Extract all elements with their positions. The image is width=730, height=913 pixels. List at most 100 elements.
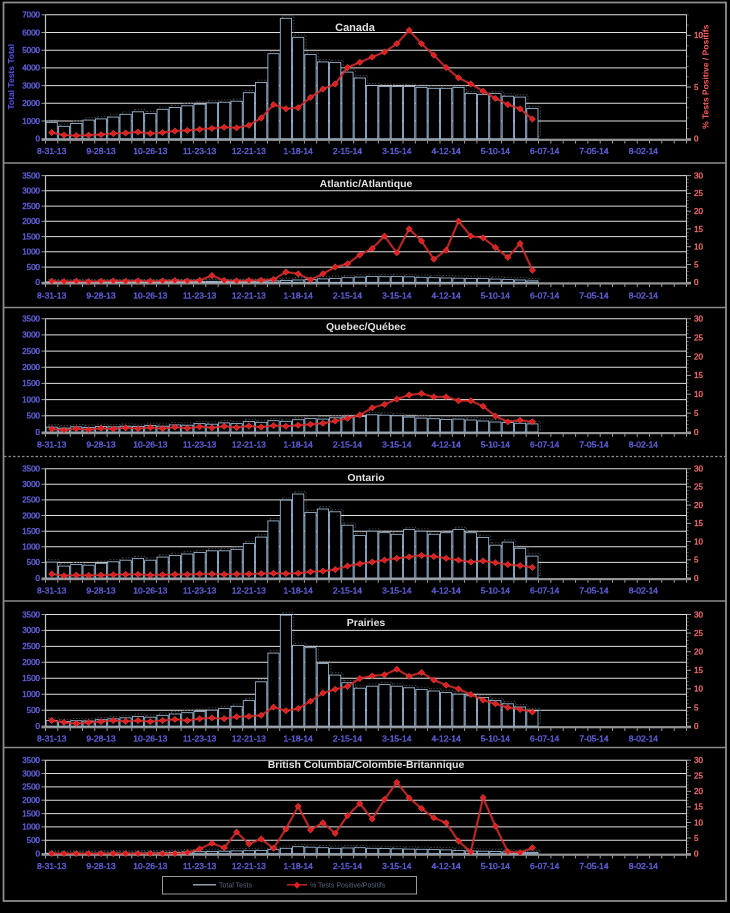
svg-text:% Tests Positive / Positifs: % Tests Positive / Positifs [701, 24, 711, 129]
svg-text:8-31-13: 8-31-13 [37, 439, 67, 449]
svg-text:3-15-14: 3-15-14 [382, 861, 412, 871]
svg-text:30: 30 [694, 610, 703, 619]
svg-text:3500: 3500 [22, 756, 40, 765]
svg-text:1000: 1000 [22, 690, 40, 699]
svg-text:3000: 3000 [22, 187, 40, 196]
svg-text:15: 15 [694, 519, 703, 528]
svg-text:1500: 1500 [22, 527, 40, 536]
svg-text:25: 25 [694, 772, 703, 781]
svg-text:1-18-14: 1-18-14 [284, 290, 314, 300]
svg-text:500: 500 [27, 558, 41, 567]
svg-text:3000: 3000 [22, 480, 40, 489]
svg-text:4-12-14: 4-12-14 [431, 146, 461, 156]
svg-text:0: 0 [36, 722, 41, 731]
svg-text:12-21-13: 12-21-13 [232, 861, 266, 871]
svg-text:2-15-14: 2-15-14 [333, 146, 363, 156]
svg-text:4-12-14: 4-12-14 [431, 585, 461, 595]
svg-text:8-31-13: 8-31-13 [37, 733, 67, 743]
svg-text:8-02-14: 8-02-14 [629, 146, 659, 156]
svg-text:8-02-14: 8-02-14 [629, 733, 659, 743]
svg-text:2500: 2500 [22, 202, 40, 211]
svg-text:9-28-13: 9-28-13 [86, 146, 116, 156]
svg-text:5: 5 [694, 260, 699, 269]
svg-text:0: 0 [36, 849, 41, 858]
svg-text:Prairies: Prairies [347, 617, 386, 629]
svg-text:4-12-14: 4-12-14 [431, 290, 461, 300]
svg-text:500: 500 [27, 263, 41, 272]
svg-text:5-10-14: 5-10-14 [481, 733, 511, 743]
svg-text:1500: 1500 [22, 232, 40, 241]
svg-text:2-15-14: 2-15-14 [333, 733, 363, 743]
svg-text:500: 500 [27, 706, 41, 715]
svg-text:8-02-14: 8-02-14 [629, 439, 659, 449]
svg-text:25: 25 [694, 333, 703, 342]
svg-text:25: 25 [694, 189, 703, 198]
svg-text:11-23-13: 11-23-13 [183, 585, 217, 595]
svg-text:3000: 3000 [22, 769, 40, 778]
svg-text:30: 30 [694, 315, 703, 324]
svg-text:15: 15 [694, 371, 703, 380]
svg-text:10-26-13: 10-26-13 [133, 733, 167, 743]
svg-text:3-15-14: 3-15-14 [382, 146, 412, 156]
svg-text:6-07-14: 6-07-14 [530, 733, 560, 743]
svg-text:10: 10 [694, 818, 703, 827]
svg-text:1500: 1500 [22, 809, 40, 818]
svg-text:1-18-14: 1-18-14 [284, 861, 314, 871]
svg-text:7000: 7000 [22, 11, 40, 20]
svg-text:1-18-14: 1-18-14 [284, 439, 314, 449]
svg-text:3-15-14: 3-15-14 [382, 733, 412, 743]
svg-text:3-15-14: 3-15-14 [382, 585, 412, 595]
svg-text:7-05-14: 7-05-14 [579, 585, 609, 595]
svg-text:6-07-14: 6-07-14 [530, 439, 560, 449]
svg-text:500: 500 [27, 836, 41, 845]
svg-text:7-05-14: 7-05-14 [579, 290, 609, 300]
svg-text:2-15-14: 2-15-14 [333, 861, 363, 871]
svg-text:1500: 1500 [22, 379, 40, 388]
svg-text:15: 15 [694, 225, 703, 234]
svg-text:20: 20 [694, 648, 703, 657]
svg-text:9-28-13: 9-28-13 [86, 585, 116, 595]
svg-text:5-10-14: 5-10-14 [481, 585, 511, 595]
svg-text:8-02-14: 8-02-14 [629, 861, 659, 871]
svg-text:0: 0 [36, 574, 41, 583]
svg-text:6-07-14: 6-07-14 [530, 146, 560, 156]
svg-text:20: 20 [694, 207, 703, 216]
svg-text:500: 500 [27, 412, 41, 421]
svg-text:7-05-14: 7-05-14 [579, 733, 609, 743]
svg-text:Quebec/Québec: Quebec/Québec [326, 321, 406, 333]
svg-text:11-23-13: 11-23-13 [183, 290, 217, 300]
svg-text:11-23-13: 11-23-13 [183, 439, 217, 449]
svg-text:5-10-14: 5-10-14 [481, 290, 511, 300]
svg-text:4-12-14: 4-12-14 [431, 733, 461, 743]
svg-text:7-05-14: 7-05-14 [579, 861, 609, 871]
svg-text:5: 5 [694, 834, 699, 843]
svg-text:20: 20 [694, 352, 703, 361]
svg-text:2000: 2000 [22, 363, 40, 372]
svg-text:0: 0 [694, 574, 699, 583]
svg-text:0: 0 [36, 428, 41, 437]
svg-text:8-02-14: 8-02-14 [629, 290, 659, 300]
svg-text:10: 10 [694, 31, 703, 40]
svg-text:20: 20 [694, 787, 703, 796]
svg-text:4-12-14: 4-12-14 [431, 861, 461, 871]
svg-text:1000: 1000 [22, 117, 40, 126]
svg-text:8-31-13: 8-31-13 [37, 146, 67, 156]
svg-text:9-28-13: 9-28-13 [86, 733, 116, 743]
svg-text:3500: 3500 [22, 465, 40, 474]
svg-text:15: 15 [694, 666, 703, 675]
svg-text:2500: 2500 [22, 496, 40, 505]
svg-text:1000: 1000 [22, 248, 40, 257]
svg-text:12-21-13: 12-21-13 [232, 146, 266, 156]
svg-text:5-10-14: 5-10-14 [481, 146, 511, 156]
svg-text:2-15-14: 2-15-14 [333, 290, 363, 300]
svg-text:5-10-14: 5-10-14 [481, 861, 511, 871]
svg-text:Total Tests: Total Tests [219, 883, 252, 890]
svg-text:12-21-13: 12-21-13 [232, 733, 266, 743]
svg-text:2500: 2500 [22, 642, 40, 651]
svg-text:30: 30 [694, 171, 703, 180]
svg-text:1000: 1000 [22, 395, 40, 404]
svg-text:1-18-14: 1-18-14 [284, 146, 314, 156]
svg-text:12-21-13: 12-21-13 [232, 439, 266, 449]
svg-text:10-26-13: 10-26-13 [133, 439, 167, 449]
svg-text:8-31-13: 8-31-13 [37, 861, 67, 871]
